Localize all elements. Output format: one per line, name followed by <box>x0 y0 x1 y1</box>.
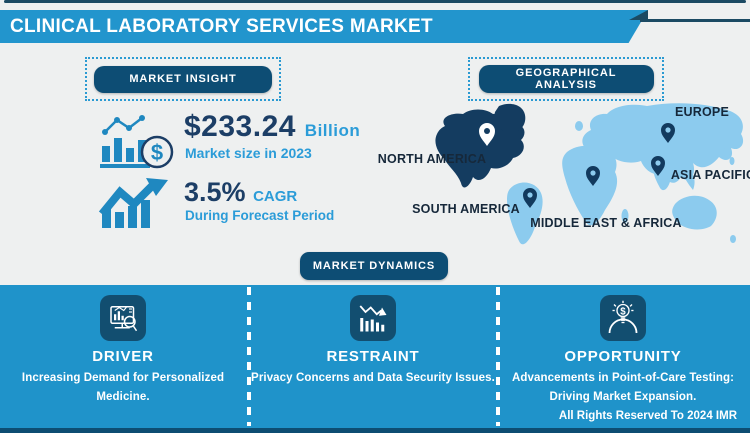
svg-text:$: $ <box>620 306 626 317</box>
bottom-navy-strip <box>0 428 750 433</box>
region-label-asia-pacific: ASIA PACIFIC <box>670 168 750 182</box>
geographical-analysis-button[interactable]: GEOGRAPHICAL ANALYSIS <box>478 65 654 93</box>
market-dynamics-button[interactable]: MARKET DYNAMICS <box>300 252 448 280</box>
monitor-chart-magnifier-icon <box>100 295 146 341</box>
market-insight-button[interactable]: MARKET INSIGHT <box>94 65 272 93</box>
island-uk <box>575 121 583 131</box>
opportunity-panel: $ OPPORTUNITY Advancements in Point-of-C… <box>500 285 746 428</box>
growth-arrow-chart-icon <box>98 178 168 228</box>
island-madagascar <box>621 209 629 223</box>
restraint-description: Privacy Concerns and Data Security Issue… <box>251 372 495 384</box>
copyright-text: All Rights Reserved To 2024 IMR <box>558 410 737 422</box>
opportunity-description: Advancements in Point-of-Care Testing: D… <box>511 372 735 403</box>
market-size-value: $233.24 Billion <box>184 110 360 144</box>
page-title: CLINICAL LABORATORY SERVICES MARKET <box>10 15 433 37</box>
continent-australia <box>672 195 717 230</box>
market-size-caption: Market size in 2023 <box>185 145 312 161</box>
restraint-panel: RESTRAINT Privacy Concerns and Data Secu… <box>250 285 496 428</box>
driver-description: Increasing Demand for Personalized Medic… <box>21 372 225 403</box>
cagr-value: 3.5% CAGR <box>184 177 297 208</box>
continent-africa <box>562 145 618 226</box>
island-greenland <box>494 103 526 134</box>
market-size-unit: Billion <box>304 121 361 140</box>
island-japan-1 <box>724 147 730 157</box>
opportunity-title: OPPORTUNITY <box>564 348 682 365</box>
svg-text:$: $ <box>151 140 163 165</box>
panel-divider-1 <box>247 287 251 426</box>
region-label-north-america: NORTH AMERICA <box>377 152 487 166</box>
driver-panel: DRIVER Increasing Demand for Personalize… <box>0 285 246 428</box>
continent-eurasia <box>582 103 744 183</box>
driver-title: DRIVER <box>92 348 154 365</box>
navy-pin-europe <box>661 123 675 143</box>
cagr-number: 3.5% <box>184 177 246 207</box>
navy-pin-south-america <box>523 188 537 208</box>
header-ribbon: CLINICAL LABORATORY SERVICES MARKET <box>0 10 648 43</box>
top-divider-line <box>4 0 746 3</box>
island-japan-2 <box>729 157 735 165</box>
geographical-analysis-box: GEOGRAPHICAL ANALYSIS <box>468 57 664 101</box>
bar-chart-dollar-icon: $ <box>100 115 174 169</box>
region-label-south-america: SOUTH AMERICA <box>412 202 520 216</box>
white-pin-north-america <box>479 123 495 146</box>
ribbon-tail-line <box>640 19 750 22</box>
cagr-unit: CAGR <box>253 188 298 205</box>
ribbon-fold <box>629 10 648 20</box>
navy-pin-asia <box>651 156 665 176</box>
market-size-number: $233.24 <box>184 110 296 143</box>
restraint-title: RESTRAINT <box>326 348 420 365</box>
region-label-middle-east-africa: MIDDLE EAST & AFRICA <box>530 216 682 230</box>
region-label-europe: EUROPE <box>675 105 729 119</box>
world-map <box>435 103 744 245</box>
peninsula-se-asia <box>682 168 695 190</box>
market-insight-box: MARKET INSIGHT <box>85 57 281 101</box>
navy-pin-africa <box>586 166 600 186</box>
island-new-zealand <box>730 235 736 243</box>
lightbulb-dollar-icon: $ <box>600 295 646 341</box>
cagr-caption: During Forecast Period <box>185 208 335 223</box>
panel-divider-2 <box>496 287 500 426</box>
declining-bars-arrow-icon <box>350 295 396 341</box>
